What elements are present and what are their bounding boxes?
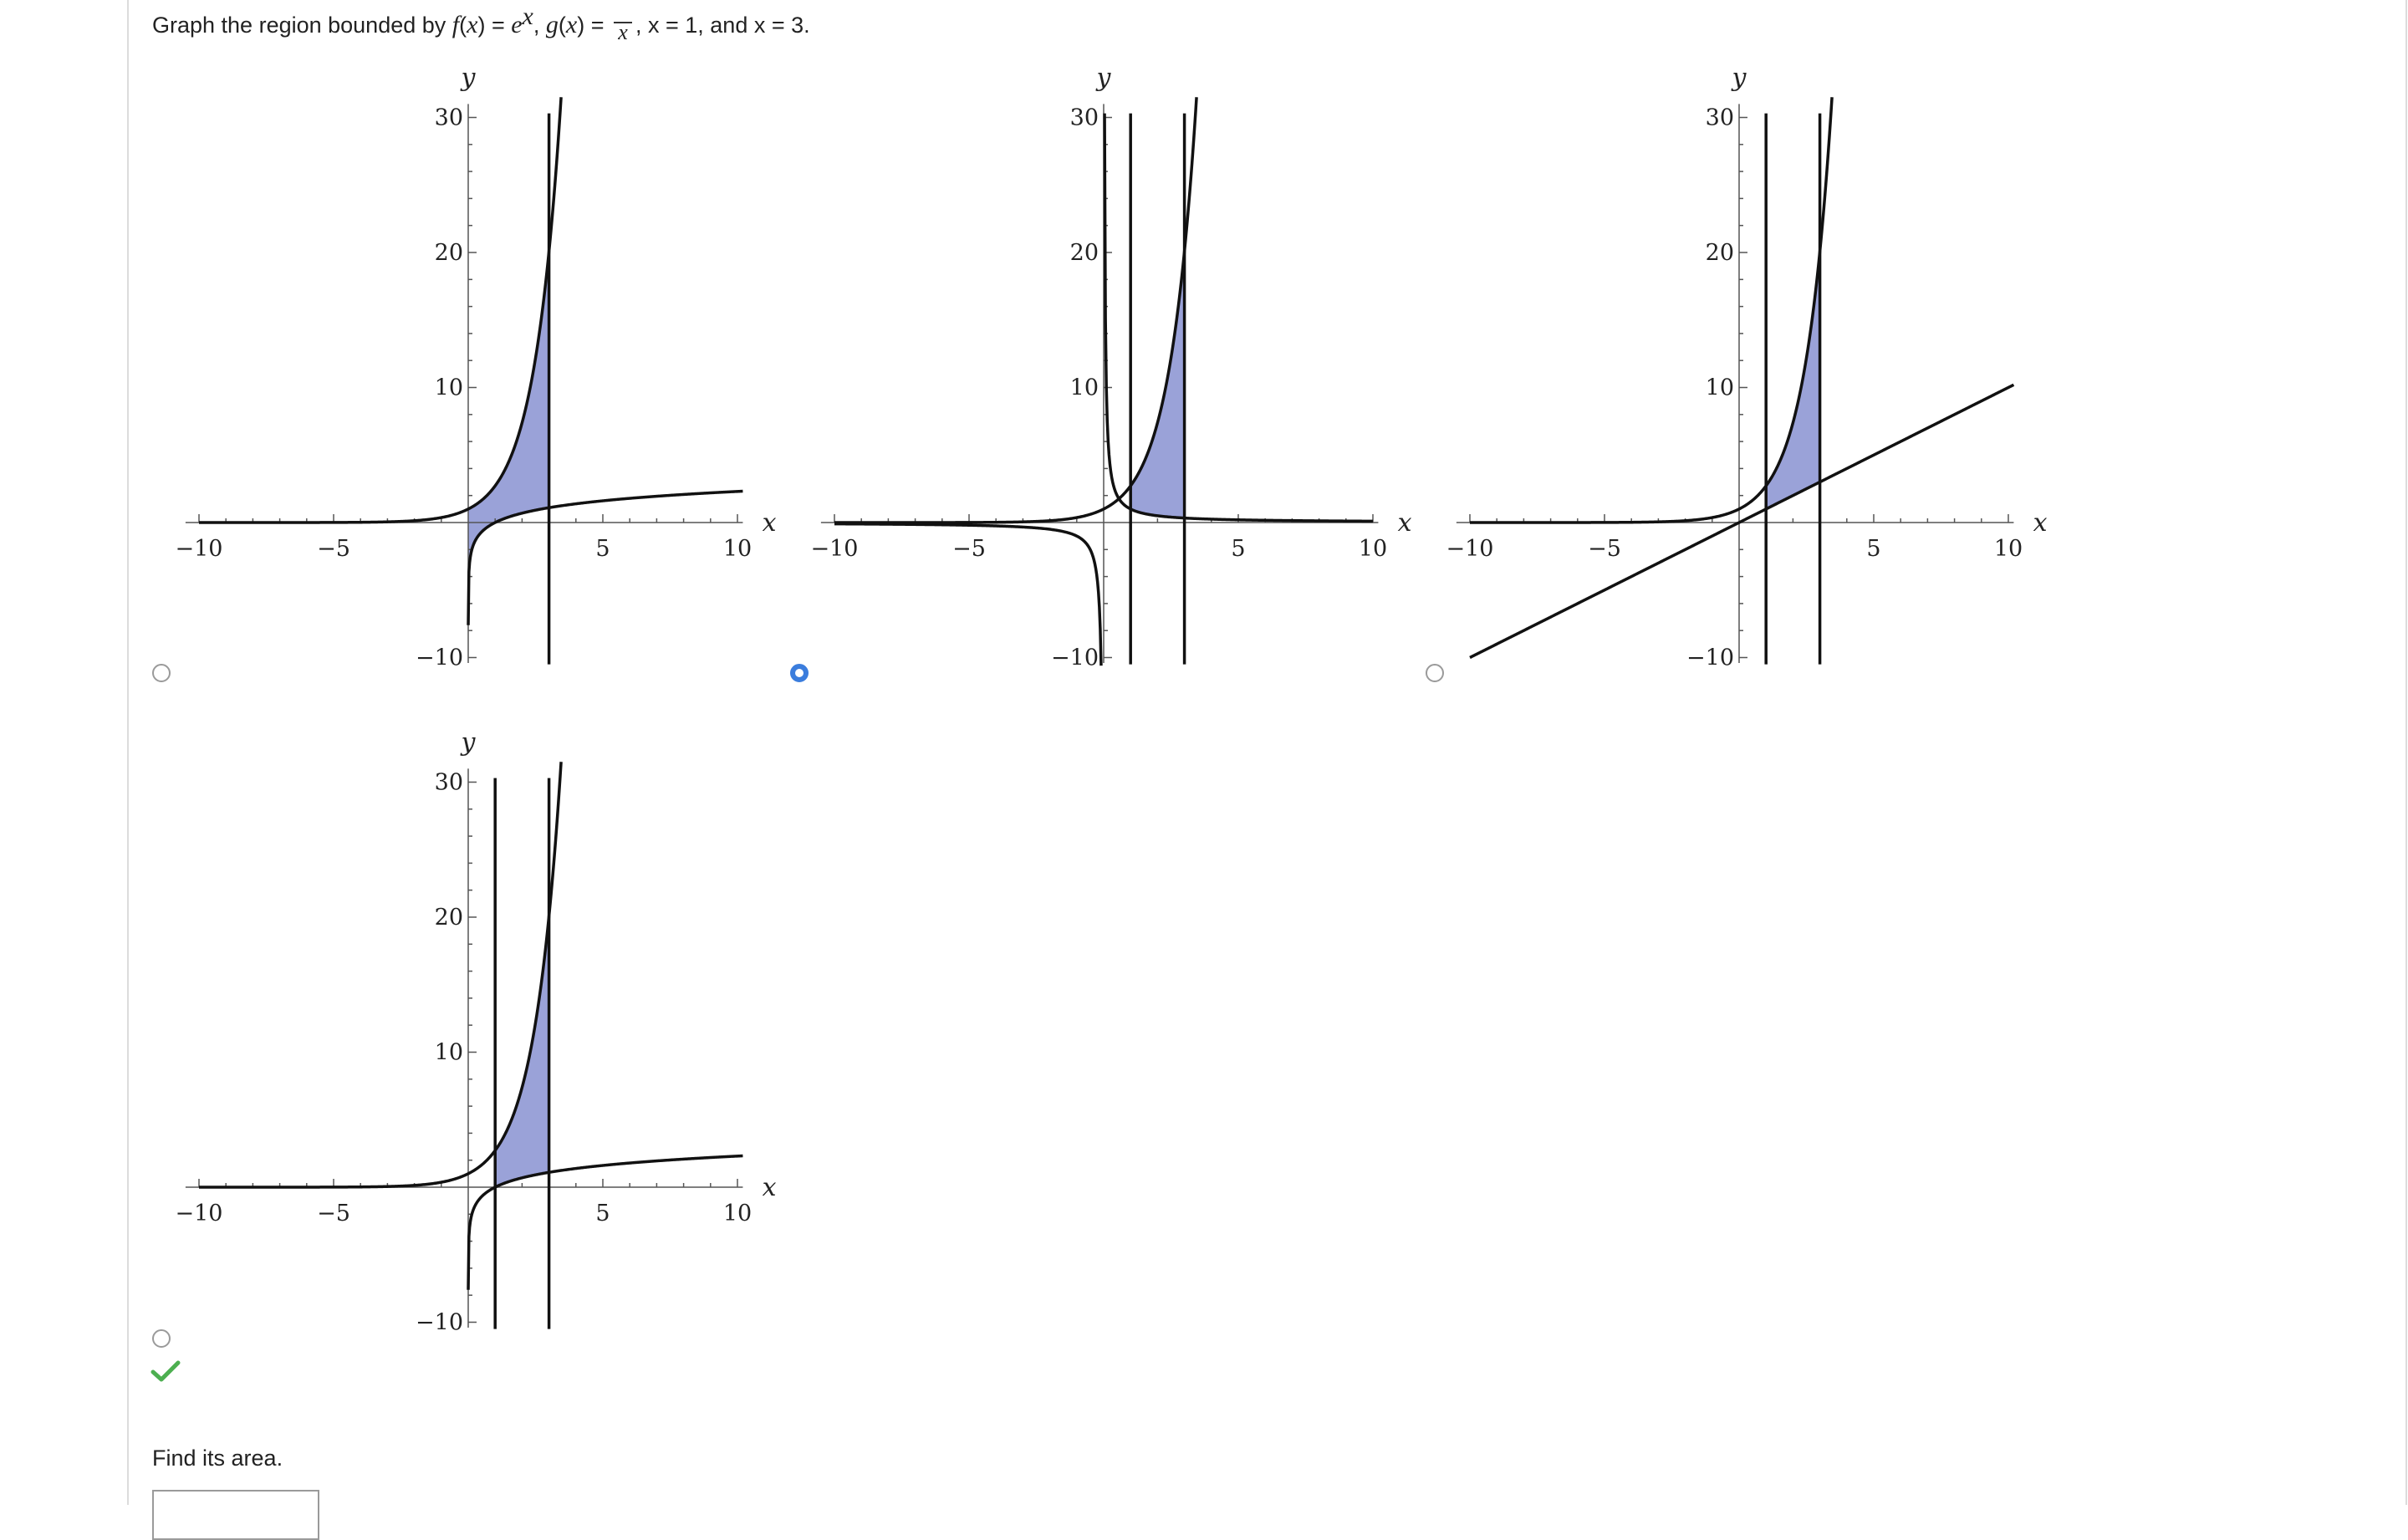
graph-option-2: −10 −5 5 10 30 20 10 −10 x y	[803, 59, 1421, 669]
curve-exp	[199, 762, 563, 1189]
x-tick-label: 10	[1359, 536, 1387, 562]
x-tick-label: 5	[595, 536, 610, 562]
y-tick-label: −10	[416, 1310, 463, 1334]
fraction-one-over-x: 1x	[610, 0, 635, 43]
find-area-prompt: Find its area.	[152, 1446, 283, 1471]
y-axis-label: y	[1731, 63, 1747, 92]
x-tick-label: −5	[317, 536, 350, 562]
y-tick-label: 10	[1706, 375, 1734, 401]
graph-option-1: −10 −5 5 10 30 20 10 −10 x y	[167, 59, 786, 669]
x-axis-label: x	[1398, 508, 1412, 538]
y-tick-label: 20	[435, 905, 463, 931]
option-2-radio[interactable]	[790, 664, 809, 682]
x-axis-label: x	[763, 1173, 777, 1202]
graph-svg: −10 −5 5 10 30 20 10 −10 x y	[176, 727, 777, 1334]
y-tick-label: −10	[416, 645, 463, 670]
y-tick-label: 10	[435, 375, 463, 401]
curve-exp	[834, 97, 1198, 524]
y-tick-label: 10	[435, 1040, 463, 1066]
graph-svg: −10 −5 5 10 30 20 10 −10 x y	[176, 63, 777, 670]
x-tick-label: −5	[317, 1201, 350, 1226]
y-tick-label: 30	[1070, 105, 1099, 131]
x-tick-label: −10	[176, 536, 223, 562]
x-tick-label: −5	[1588, 536, 1621, 562]
area-answer-input[interactable]	[152, 1490, 319, 1540]
option-4-radio[interactable]	[152, 1329, 171, 1348]
question-text: Graph the region bounded by f(x) = ex, g…	[152, 0, 810, 43]
x-tick-label: 5	[1231, 536, 1245, 562]
x-tick-label: −10	[176, 1201, 223, 1226]
curve-log	[467, 489, 743, 625]
x-tick-label: 10	[723, 1201, 752, 1226]
curve-line	[1469, 383, 2015, 660]
x-tick-label: 10	[723, 536, 752, 562]
checkmark-icon	[150, 1359, 181, 1387]
y-tick-label: −10	[1686, 645, 1734, 670]
content-left-border	[127, 0, 129, 1505]
y-axis-label: y	[460, 727, 477, 757]
x-tick-label: 5	[1866, 536, 1880, 562]
x-tick-label: 5	[595, 1201, 610, 1226]
x-tick-label: −10	[811, 536, 859, 562]
option-1-radio[interactable]	[152, 664, 171, 682]
x-axis-label: x	[2033, 508, 2048, 538]
shaded-region	[495, 915, 549, 1187]
y-tick-label: −10	[1051, 645, 1099, 670]
y-tick-label: 10	[1070, 375, 1099, 401]
shaded-region	[468, 251, 549, 625]
x-axis-label: x	[763, 508, 777, 538]
y-axis-label: y	[460, 63, 477, 92]
x-tick-label: −5	[952, 536, 986, 562]
curve-exp	[1470, 97, 1834, 524]
curve-one-over-x	[834, 522, 1103, 666]
y-tick-label: 30	[1706, 105, 1734, 131]
y-tick-label: 20	[1070, 240, 1099, 266]
y-tick-label: 30	[435, 770, 463, 796]
graph-svg: −10 −5 5 10 30 20 10 −10 x y	[811, 63, 1412, 670]
x-tick-label: 10	[1994, 536, 2023, 562]
graph-option-4: −10 −5 5 10 30 20 10 −10 x y	[167, 723, 786, 1333]
shaded-region	[1130, 251, 1185, 518]
curve-log	[467, 1154, 743, 1290]
shaded-region	[1766, 251, 1820, 509]
y-tick-label: 20	[435, 240, 463, 266]
graph-svg: −10 −5 5 10 30 20 10 −10 x y	[1446, 63, 2048, 670]
curve-exp	[199, 97, 563, 524]
graph-option-3: −10 −5 5 10 30 20 10 −10 x y	[1438, 59, 2057, 669]
y-axis-label: y	[1095, 63, 1112, 92]
content-right-border	[2405, 0, 2407, 1505]
y-tick-label: 20	[1706, 240, 1734, 266]
y-tick-label: 30	[435, 105, 463, 131]
option-3-radio[interactable]	[1426, 664, 1444, 682]
x-tick-label: −10	[1446, 536, 1494, 562]
curve-one-over-x	[1103, 113, 1373, 523]
